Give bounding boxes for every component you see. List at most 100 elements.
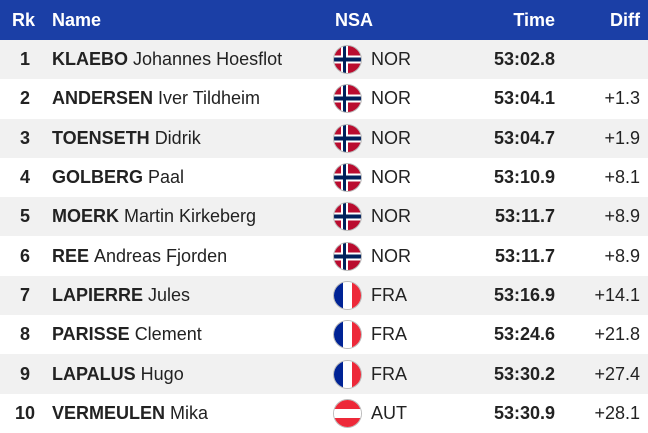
given-name: Andreas Fjorden	[94, 245, 228, 266]
time: 53:30.9	[493, 402, 555, 423]
flag-cell	[334, 315, 361, 354]
nsa: AUT	[371, 402, 407, 423]
result-row: 10 VERMEULEN Mika AUT 53:30.9 +28.1	[0, 394, 648, 433]
given-name: Hugo	[140, 363, 184, 384]
nsa: NOR	[371, 49, 411, 70]
given-name: Iver Tildheim	[158, 88, 261, 109]
result-row: 3 TOENSETH Didrik NOR 53:04.7 +1.9	[0, 118, 648, 158]
time: 53:30.2	[493, 363, 555, 384]
time: 53:11.7	[494, 245, 555, 266]
flag-cell	[334, 40, 361, 79]
athlete-name: LAPALUS Hugo	[52, 354, 184, 393]
rank: 7	[19, 284, 30, 305]
nsa: FRA	[371, 363, 407, 384]
nsa: FRA	[371, 324, 407, 345]
surname: LAPIERRE	[52, 284, 144, 305]
rank: 8	[19, 324, 30, 345]
flag	[334, 124, 361, 152]
diff: +28.1	[594, 402, 640, 423]
flag	[334, 164, 361, 192]
header-row: Rk Name NSA Time Diff	[0, 0, 648, 40]
flag-cell	[334, 394, 361, 433]
result-row: 6 REE Andreas Fjorden NOR 53:11.7 +8.9	[0, 237, 648, 276]
time: 53:04.1	[493, 88, 555, 109]
flag-cell	[334, 158, 361, 197]
header-name[interactable]: Name	[52, 9, 102, 30]
result-row: 5 MOERK Martin Kirkeberg NOR 53:11.7 +8.9	[0, 197, 648, 237]
nsa: NOR	[371, 167, 411, 188]
athlete-name: MOERK Martin Kirkeberg	[52, 197, 256, 236]
time: 53:11.7	[494, 206, 555, 227]
rank: 2	[19, 88, 30, 109]
surname: GOLBERG	[52, 167, 144, 188]
diff: +8.9	[604, 245, 640, 266]
surname: VERMEULEN	[52, 402, 166, 423]
flag-cell	[334, 197, 361, 236]
flag-cell	[334, 237, 361, 276]
rank: 10	[14, 402, 36, 423]
flag	[334, 46, 361, 74]
time: 53:02.8	[493, 49, 555, 70]
diff: +1.9	[604, 127, 640, 148]
header-time[interactable]: Time	[513, 9, 555, 30]
result-row: 9 LAPALUS Hugo FRA 53:30.2 +27.4	[0, 354, 648, 394]
header-diff[interactable]: Diff	[610, 9, 640, 30]
given-name: Mika	[170, 402, 209, 423]
given-name: Didrik	[154, 127, 201, 148]
flag	[334, 321, 361, 349]
time: 53:24.6	[493, 324, 555, 345]
rank: 1	[19, 49, 30, 70]
flag-cell	[334, 119, 361, 158]
rank: 5	[19, 206, 30, 227]
nsa: NOR	[371, 127, 411, 148]
surname: LAPALUS	[52, 363, 136, 384]
diff: +1.3	[604, 88, 640, 109]
result-row: 4 GOLBERG Paal NOR 53:10.9 +8.1	[0, 158, 648, 197]
rank: 9	[19, 363, 30, 384]
time: 53:16.9	[493, 284, 555, 305]
result-row: 8 PARISSE Clement FRA 53:24.6 +21.8	[0, 315, 648, 354]
surname: REE	[52, 245, 90, 266]
surname: MOERK	[52, 206, 119, 227]
nsa: NOR	[371, 245, 411, 266]
nsa: FRA	[371, 284, 407, 305]
flag	[334, 85, 361, 113]
time: 53:04.7	[493, 127, 555, 148]
athlete-name: TOENSETH Didrik	[52, 119, 201, 158]
surname: KLAEBO	[52, 49, 128, 70]
athlete-name: KLAEBO Johannes Hoesflot	[52, 40, 282, 79]
result-row: 1 KLAEBO Johannes Hoesflot NOR 53:02.8	[0, 40, 648, 80]
diff: +8.9	[604, 206, 640, 227]
flag	[334, 360, 361, 388]
nsa: NOR	[371, 206, 411, 227]
header-rank[interactable]: Rk	[12, 9, 36, 30]
flag	[334, 242, 361, 270]
flag-cell	[334, 354, 361, 393]
athlete-name: PARISSE Clement	[52, 315, 202, 354]
flag	[334, 203, 361, 231]
header-nsa[interactable]: NSA	[335, 9, 374, 30]
flag-cell	[334, 276, 361, 315]
surname: TOENSETH	[52, 127, 150, 148]
diff: +27.4	[594, 363, 640, 384]
given-name: Johannes Hoesflot	[133, 49, 283, 70]
athlete-name: LAPIERRE Jules	[52, 276, 190, 315]
diff: +14.1	[594, 284, 640, 305]
rank: 6	[19, 245, 30, 266]
athlete-name: ANDERSEN Iver Tildheim	[52, 79, 260, 118]
flag	[334, 281, 361, 309]
athlete-name: REE Andreas Fjorden	[52, 237, 227, 276]
given-name: Clement	[134, 324, 202, 345]
rank: 3	[19, 127, 30, 148]
flag	[334, 399, 361, 427]
time: 53:10.9	[493, 167, 555, 188]
result-row: 7 LAPIERRE Jules FRA 53:16.9 +14.1	[0, 275, 648, 316]
surname: ANDERSEN	[52, 88, 154, 109]
result-row: 2 ANDERSEN Iver Tildheim NOR 53:04.1 +1.3	[0, 79, 648, 118]
given-name: Jules	[148, 284, 191, 305]
athlete-name: VERMEULEN Mika	[52, 394, 208, 433]
surname: PARISSE	[52, 324, 130, 345]
given-name: Paal	[148, 167, 185, 188]
